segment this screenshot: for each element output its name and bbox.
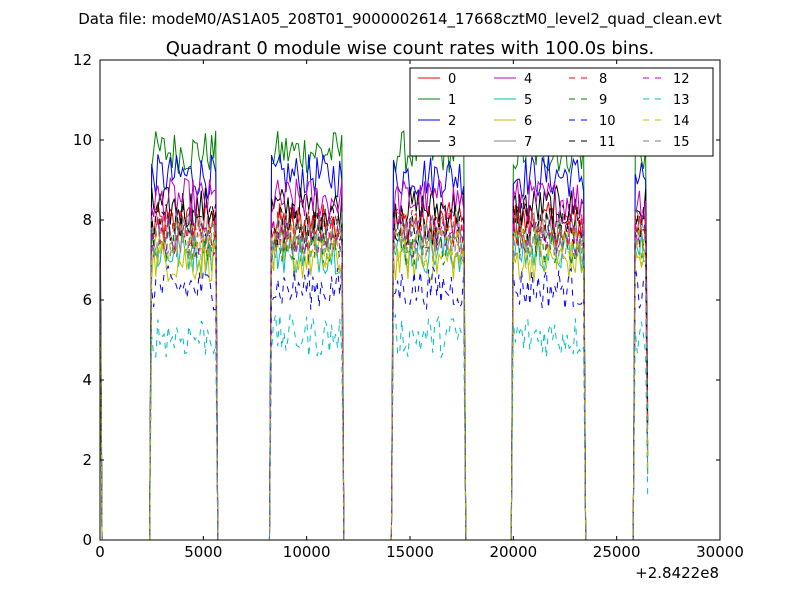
series-line-4 <box>100 176 649 540</box>
legend-label-5: 5 <box>524 93 532 108</box>
series-line-11 <box>100 201 649 540</box>
legend-label-15: 15 <box>673 135 690 150</box>
y-tick-labels: 0 2 4 6 8 10 12 <box>73 51 92 549</box>
x-offset-label: +2.8422e8 <box>635 564 719 582</box>
y-tick-label: 4 <box>82 371 92 389</box>
y-tick-label: 10 <box>73 131 92 149</box>
legend-label-10: 10 <box>599 114 616 129</box>
x-tick-label: 5000 <box>184 543 222 561</box>
series-line-2 <box>100 154 649 540</box>
y-tick-label: 12 <box>73 51 92 69</box>
y-tick-label: 6 <box>82 291 92 309</box>
y-tick-label: 0 <box>82 531 92 549</box>
x-tick-label: 30000 <box>696 543 744 561</box>
legend-label-12: 12 <box>673 72 690 87</box>
y-tick-label: 8 <box>82 211 92 229</box>
legend-label-13: 13 <box>673 93 690 108</box>
x-tick-labels: 0 5000 10000 15000 20000 25000 30000 <box>95 543 744 561</box>
legend-label-3: 3 <box>448 135 456 150</box>
legend-label-8: 8 <box>599 72 607 87</box>
x-tick-label: 15000 <box>386 543 434 561</box>
figure-suptitle: Data file: modeM0/AS1A05_208T01_90000026… <box>78 10 722 29</box>
legend-label-2: 2 <box>448 114 456 129</box>
legend-label-9: 9 <box>599 93 607 108</box>
legend-label-7: 7 <box>524 135 532 150</box>
series-line-15 <box>100 217 649 540</box>
x-tick-label: 25000 <box>593 543 641 561</box>
x-tick-label: 0 <box>95 543 105 561</box>
axes-frame <box>99 59 721 541</box>
x-tick-label: 20000 <box>489 543 537 561</box>
legend-label-6: 6 <box>524 114 532 129</box>
chart-title: Quadrant 0 module wise count rates with … <box>166 38 655 59</box>
x-tick-label: 10000 <box>283 543 331 561</box>
series-line-12 <box>100 214 649 540</box>
legend-label-0: 0 <box>448 72 456 87</box>
series-line-13 <box>100 313 649 540</box>
y-tick-label: 2 <box>82 451 92 469</box>
series-line-10 <box>100 264 649 540</box>
legend-label-4: 4 <box>524 72 532 87</box>
series-lines <box>100 130 649 540</box>
legend-label-1: 1 <box>448 93 456 108</box>
legend-label-11: 11 <box>599 135 616 150</box>
legend-label-14: 14 <box>673 114 690 129</box>
series-line-6 <box>100 238 649 540</box>
legend-frame <box>409 67 714 157</box>
